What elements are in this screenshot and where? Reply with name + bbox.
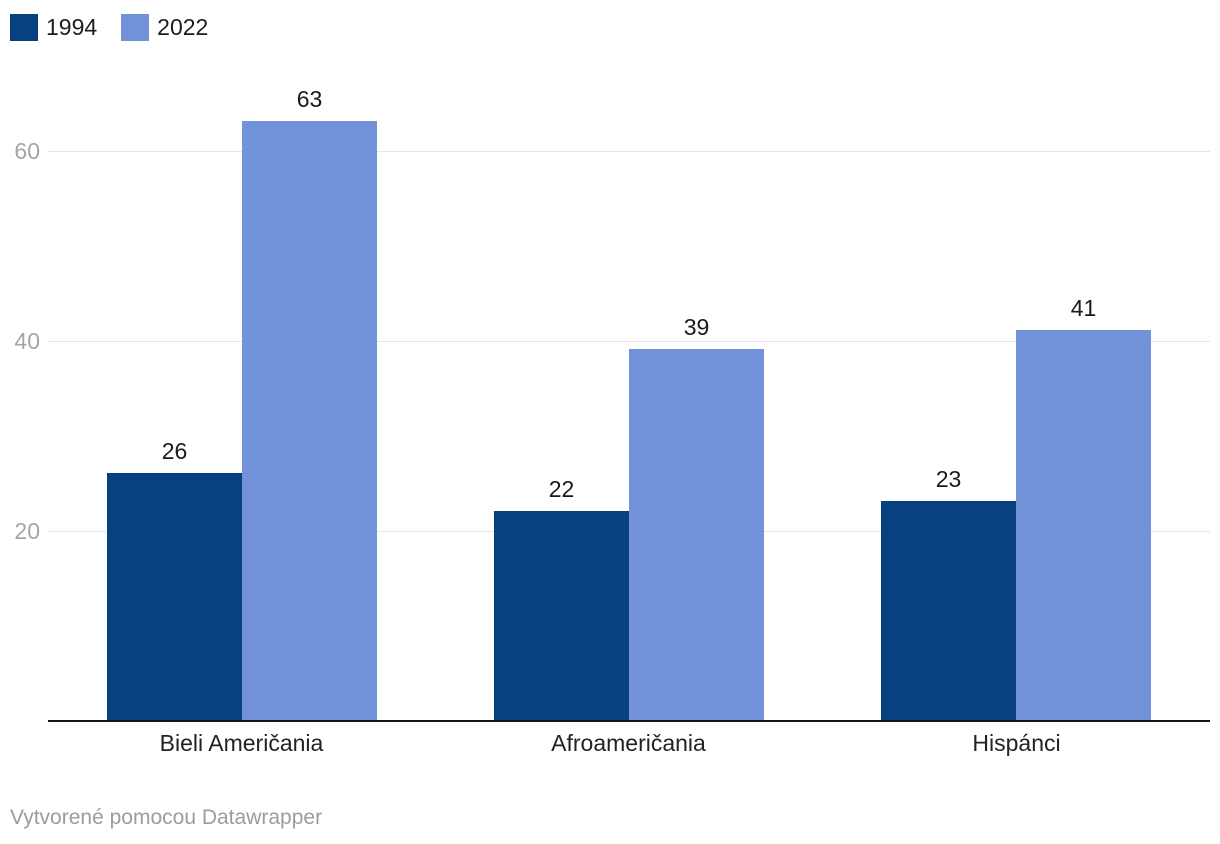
value-label-2022-hispanci: 41: [1070, 295, 1097, 321]
category-label-hispanci: Hispánci: [972, 730, 1061, 756]
bar-2022-afroamericania: [629, 349, 764, 720]
y-tick-label-20: 20: [14, 518, 40, 544]
legend-swatch-1994: [10, 14, 38, 41]
gridline-60: [48, 151, 1210, 152]
y-tick-label-40: 40: [14, 328, 40, 354]
value-label-2022-afroamericania: 39: [683, 314, 710, 340]
attribution-text: Vytvorené pomocou Datawrapper: [10, 806, 323, 829]
value-label-1994-afroamericania: 22: [548, 476, 575, 502]
legend-item-1994: 1994: [10, 14, 97, 41]
x-axis-line: [48, 720, 1210, 722]
legend-label-1994: 1994: [46, 14, 98, 40]
bar-1994-hispanci: [881, 501, 1016, 720]
bar-2022-bieli-americania: [242, 121, 377, 720]
value-label-2022-bieli-americania: 63: [296, 86, 323, 112]
category-label-afroamericania: Afroameričania: [551, 730, 706, 756]
legend: 1994 2022: [10, 14, 232, 41]
legend-swatch-2022: [121, 14, 150, 41]
y-tick-label-60: 60: [14, 138, 40, 164]
legend-label-2022: 2022: [157, 14, 209, 40]
legend-item-2022: 2022: [121, 14, 208, 41]
gridline-40: [48, 341, 1210, 342]
bar-1994-afroamericania: [494, 511, 629, 720]
value-label-1994-bieli-americania: 26: [161, 438, 188, 464]
category-label-bieli-americania: Bieli Američania: [159, 730, 324, 756]
value-label-1994-hispanci: 23: [935, 466, 962, 492]
bar-1994-bieli-americania: [107, 473, 242, 720]
bar-2022-hispanci: [1016, 330, 1151, 720]
